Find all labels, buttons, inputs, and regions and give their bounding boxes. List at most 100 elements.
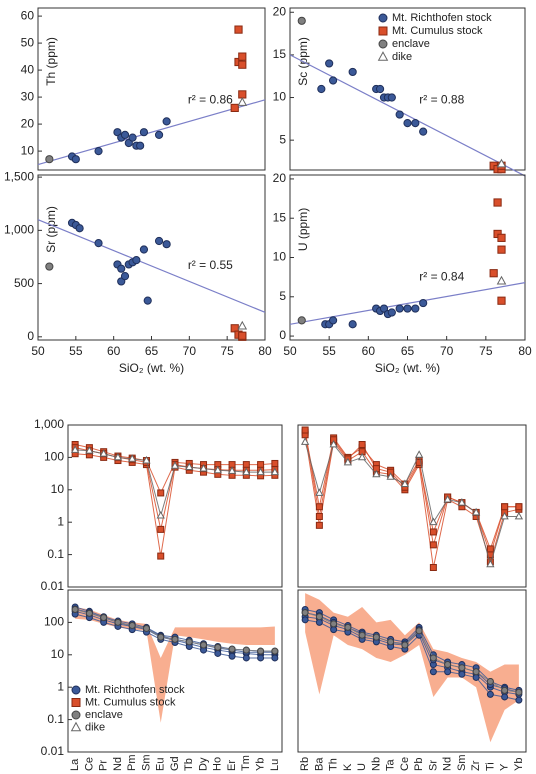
circle-marker xyxy=(117,264,126,273)
circle-marker xyxy=(458,664,466,672)
y-tick-label: 1,000 xyxy=(4,223,34,237)
square-marker xyxy=(415,458,423,466)
triangle-marker xyxy=(185,462,194,471)
y-tick-label: 5 xyxy=(279,132,286,146)
circle-marker xyxy=(301,616,309,624)
triangle-marker xyxy=(70,721,82,732)
circle-marker xyxy=(257,647,265,655)
square-marker xyxy=(242,461,250,469)
triangle-marker xyxy=(128,454,137,462)
x-tick-label: 80 xyxy=(258,344,272,358)
annotation: r² = 0.86 xyxy=(188,93,233,107)
trendline xyxy=(37,219,266,313)
triangle-marker xyxy=(213,465,222,474)
circle-marker xyxy=(45,262,54,271)
circle-marker xyxy=(458,670,466,678)
plot-frame xyxy=(67,589,283,753)
square-marker xyxy=(257,461,265,469)
circle-marker xyxy=(154,130,164,139)
square-marker xyxy=(497,245,506,254)
y-tick-label: 30 xyxy=(21,89,35,103)
square-marker xyxy=(429,541,437,549)
pattern-line xyxy=(304,441,519,567)
square-marker xyxy=(358,441,366,449)
y-tick-label: 0.1 xyxy=(47,547,64,561)
y-tick-label: 1,500 xyxy=(4,169,34,183)
y-axis-label: Sr (ppm) xyxy=(44,206,58,253)
x-tick-label: Ce xyxy=(83,757,95,771)
circle-marker xyxy=(297,16,306,25)
y-tick-label: 0.01 xyxy=(41,744,65,758)
legend-label: Mt. Richthofen stock xyxy=(392,12,492,24)
circle-marker xyxy=(113,128,122,137)
x-tick-label: Th xyxy=(328,758,340,771)
triangle-marker xyxy=(400,479,410,487)
triangle-marker xyxy=(242,467,251,476)
circle-marker xyxy=(515,688,523,696)
x-tick-label: La xyxy=(69,758,81,771)
x-tick-label: Eu xyxy=(155,758,167,771)
square-marker xyxy=(515,503,523,511)
circle-marker xyxy=(403,119,412,128)
triangle-marker xyxy=(514,511,524,520)
circle-marker xyxy=(132,256,141,265)
pattern-line xyxy=(304,432,519,557)
triangle-marker xyxy=(170,461,180,469)
circle-marker xyxy=(162,117,171,126)
circle-marker xyxy=(45,155,54,164)
x-tick-label: 75 xyxy=(479,344,493,358)
square-marker xyxy=(271,459,279,467)
y-axis-label: Th (ppm) xyxy=(44,37,58,86)
square-marker xyxy=(315,503,323,511)
triangle-marker xyxy=(496,158,507,168)
pattern-line xyxy=(304,434,519,568)
pattern-line xyxy=(305,609,519,691)
x-tick-label: 55 xyxy=(322,344,336,358)
circle-marker xyxy=(378,39,388,49)
triangle-marker xyxy=(85,446,94,454)
square-marker xyxy=(157,525,165,533)
y-tick-label: 40 xyxy=(21,62,35,76)
x-tick-label: Gd xyxy=(169,756,181,771)
circle-marker xyxy=(403,304,412,313)
trendline xyxy=(37,99,266,166)
x-tick-label: Sm xyxy=(140,755,152,772)
y-tick-label: 0.1 xyxy=(47,712,64,726)
circle-marker xyxy=(71,155,80,164)
circle-marker xyxy=(472,673,480,681)
annotation: r² = 0.55 xyxy=(188,258,233,272)
y-tick-label: 50 xyxy=(21,35,35,49)
square-marker xyxy=(238,90,247,99)
legend-label: dike xyxy=(85,721,105,733)
legend-label: enclave xyxy=(85,709,123,721)
circle-marker xyxy=(411,119,420,128)
circle-marker xyxy=(401,641,409,649)
x-tick-label: Nb xyxy=(370,757,382,771)
x-tick-label: K xyxy=(342,763,354,771)
circle-marker xyxy=(228,652,236,660)
circle-marker xyxy=(444,661,452,669)
x-tick-label: Yb xyxy=(255,758,267,771)
triangle-marker xyxy=(486,559,495,568)
circle-marker xyxy=(271,647,279,655)
x-tick-label: Ce xyxy=(399,757,411,771)
x-tick-label: Tm xyxy=(240,755,252,771)
circle-marker xyxy=(154,236,164,246)
pattern-line xyxy=(305,612,519,693)
x-tick-label: 50 xyxy=(31,344,45,358)
triangle-marker xyxy=(199,463,208,472)
x-tick-label: 75 xyxy=(220,344,234,358)
square-marker xyxy=(234,25,243,34)
circle-marker xyxy=(328,76,338,85)
triangle-marker xyxy=(429,517,438,526)
triangle-marker xyxy=(357,452,367,461)
circle-marker xyxy=(85,609,93,617)
pattern-line xyxy=(305,619,519,701)
triangle-marker xyxy=(315,488,324,496)
triangle-marker xyxy=(443,494,452,503)
circle-marker xyxy=(139,128,149,137)
legend-label: dike xyxy=(392,51,412,63)
square-marker xyxy=(486,545,494,553)
y-tick-label: 10 xyxy=(273,250,287,264)
circle-marker xyxy=(128,133,137,142)
